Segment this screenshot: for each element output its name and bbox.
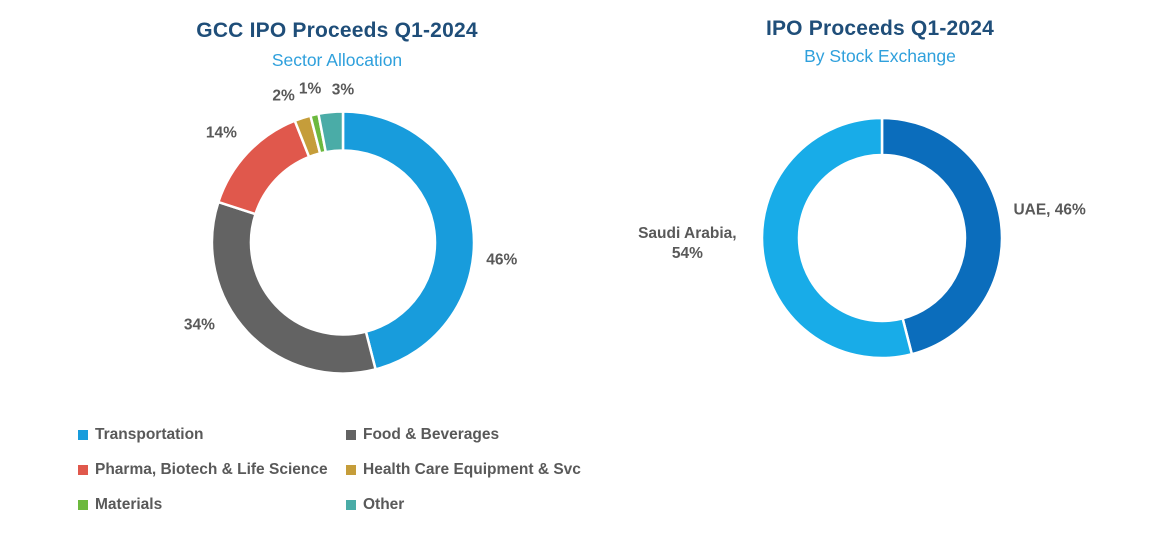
legend-marker-transportation — [78, 430, 88, 440]
data-label-transportation: 46% — [486, 251, 518, 269]
sector-chart-title: GCC IPO Proceeds Q1-2024 — [196, 19, 478, 42]
legend-item-materials: Materials — [78, 496, 346, 514]
donut-slice-uae — [880, 116, 1004, 356]
legend-label: Food & Beverages — [363, 426, 500, 443]
exchange-chart-title: IPO Proceeds Q1-2024 — [765, 17, 995, 40]
data-label-saudi-arabia: Saudi Arabia, 54% — [638, 224, 737, 263]
exchange-chart-subtitle: By Stock Exchange — [804, 46, 956, 66]
legend-item-pharma-biotech-life-science: Pharma, Biotech & Life Science — [78, 461, 346, 479]
data-label-food-beverages: 34% — [183, 316, 215, 334]
donut-slice-food-beverages — [210, 200, 378, 375]
legend-label: Materials — [95, 496, 163, 513]
legend-marker-health-care-equipment-svc — [346, 465, 356, 475]
legend-item-other: Other — [346, 496, 581, 514]
donut-slice-saudi-arabia — [760, 116, 914, 360]
data-label-health-care-equipment-svc: 2% — [272, 87, 295, 105]
legend-label: Health Care Equipment & Svc — [363, 461, 581, 478]
legend-marker-other — [346, 500, 356, 510]
data-label-pharma-biotech-life-science: 14% — [205, 124, 237, 142]
data-label-uae: UAE, 46% — [1013, 201, 1086, 219]
legend-marker-food-beverages — [346, 430, 356, 440]
legend-item-food-beverages: Food & Beverages — [346, 426, 581, 444]
legend-item-transportation: Transportation — [78, 426, 346, 444]
data-label-other: 3% — [331, 81, 355, 99]
donut-slice-other — [316, 110, 345, 154]
chart-legend: Transportation Food & Beverages Pharma, Bi… — [78, 426, 581, 514]
legend-label: Pharma, Biotech & Life Science — [95, 461, 328, 478]
legend-label: Other — [363, 496, 405, 513]
data-label-materials: 1% — [298, 80, 322, 98]
sector-chart-subtitle: Sector Allocation — [271, 50, 403, 70]
legend-marker-pharma-biotech-life-science — [78, 465, 88, 475]
legend-label: Transportation — [95, 426, 204, 443]
legend-item-health-care-equipment-svc: Health Care Equipment & Svc — [346, 461, 581, 479]
legend-marker-materials — [78, 500, 88, 510]
donut-slice-transportation — [341, 110, 476, 371]
